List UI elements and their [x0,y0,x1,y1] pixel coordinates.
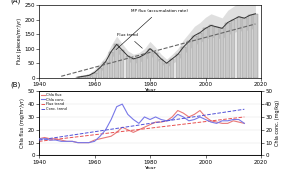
Bar [159,59,163,78]
Bar [131,59,136,78]
Bar [153,53,158,78]
Y-axis label: Chla conc. (mg/kg): Chla conc. (mg/kg) [275,100,280,146]
Text: MP flux (accumulation rate): MP flux (accumulation rate) [116,9,188,50]
Bar [148,49,152,78]
Bar [214,27,219,78]
Bar [120,50,124,78]
Bar [126,56,130,78]
Text: (B): (B) [10,82,20,88]
Y-axis label: Chla flux (mg/m²/yr): Chla flux (mg/m²/yr) [20,98,25,148]
Legend: Chla flux, Chla conc., Flux trend, Conc. trend: Chla flux, Chla conc., Flux trend, Conc.… [41,93,67,111]
Bar [237,17,241,78]
Y-axis label: Flux (pieces/m²/yr): Flux (pieces/m²/yr) [16,18,22,64]
Bar [81,76,86,78]
Bar [115,44,119,78]
Bar [87,75,91,78]
Bar [253,14,258,78]
Bar [192,36,197,78]
Bar [209,25,213,78]
Bar [103,62,108,78]
X-axis label: Year: Year [144,88,156,93]
Bar [76,77,80,78]
Text: Flux trend: Flux trend [117,33,142,48]
Bar [181,47,185,78]
X-axis label: Year: Year [144,166,156,169]
Bar [203,28,208,78]
Text: (A): (A) [10,0,20,4]
Bar [231,20,236,78]
Bar [142,54,147,78]
Bar [109,52,113,78]
Bar [248,15,252,78]
Bar [92,73,97,78]
Bar [137,57,141,78]
Bar [98,68,102,78]
Bar [220,28,224,78]
Bar [187,41,191,78]
Bar [198,33,202,78]
Bar [242,18,247,78]
Bar [164,63,169,78]
Bar [176,54,180,78]
Bar [170,59,174,78]
Bar [226,22,230,78]
